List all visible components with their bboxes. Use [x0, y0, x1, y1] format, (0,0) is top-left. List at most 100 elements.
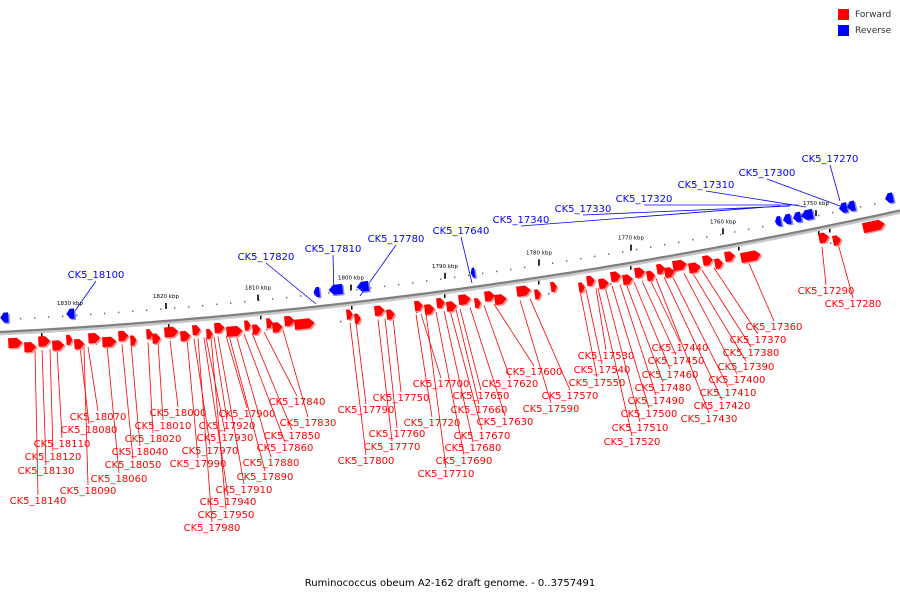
- gene-arrow-body: [66, 308, 75, 319]
- scale-tick-label: 1810 kbp: [245, 286, 271, 292]
- guide-dot: [370, 287, 372, 289]
- scale-tick-label: 1760 kbp: [710, 219, 736, 225]
- guide-dot: [610, 283, 612, 285]
- forward-gene-label: CK5_18080: [61, 425, 118, 436]
- leader-line: [705, 190, 807, 208]
- guide-dot: [548, 293, 550, 295]
- gene-arrow-body: [714, 258, 723, 270]
- guide-dot: [748, 228, 750, 231]
- forward-gene-arrow: [714, 258, 725, 271]
- leader-line: [56, 348, 63, 439]
- gene-arrow-body: [74, 339, 85, 350]
- leader-line: [597, 287, 633, 437]
- forward-gene-label: CK5_17800: [338, 456, 395, 467]
- leader-line: [435, 311, 465, 456]
- guide-dot: [62, 315, 64, 317]
- forward-gene-arrow: [206, 328, 215, 341]
- leader-line: [384, 318, 398, 429]
- forward-gene-arrow: [484, 290, 497, 303]
- guide-dot: [340, 320, 342, 323]
- guide-dot: [426, 280, 428, 282]
- gene-arrow-body: [164, 326, 179, 338]
- guide-dot: [622, 251, 624, 253]
- leader-line: [106, 345, 120, 474]
- reverse-gene-arrow: [328, 283, 345, 297]
- guide-dot: [482, 272, 484, 275]
- forward-gene-arrow: [152, 333, 162, 346]
- guide-dot: [146, 309, 148, 312]
- scale-tick-label: 1750 kbp: [803, 201, 829, 207]
- guide-dot: [510, 268, 512, 271]
- forward-gene-label: CK5_17900: [219, 409, 276, 420]
- forward-gene-arrow: [24, 342, 38, 354]
- gene-arrow-body: [634, 267, 645, 279]
- guide-dot: [734, 231, 736, 233]
- forward-gene-arrow: [586, 275, 597, 288]
- leader-line: [585, 289, 603, 365]
- gene-arrow-body: [586, 275, 595, 287]
- gene-arrow-body: [214, 322, 225, 334]
- feature-mark: [351, 305, 353, 310]
- guide-dot: [266, 328, 268, 331]
- feature-mark: [444, 293, 446, 298]
- backbone-line: [0, 209, 900, 334]
- genome-caption: Ruminococcus obeum A2-162 draft genome. …: [304, 578, 596, 589]
- gene-arrow-body: [724, 251, 735, 263]
- forward-gene-label: CK5_17530: [578, 351, 635, 362]
- leader-line: [186, 339, 199, 459]
- guide-dot: [384, 285, 386, 288]
- guide-dot: [272, 298, 274, 300]
- forward-gene-arrow: [702, 255, 715, 268]
- gene-arrow-body: [146, 329, 153, 340]
- forward-gene-arrow: [214, 322, 227, 335]
- guide-dot: [706, 236, 708, 238]
- guide-dot: [762, 225, 764, 228]
- forward-gene-label: CK5_17400: [709, 375, 766, 386]
- guide-dot: [244, 301, 246, 303]
- scale-tick-mark: [815, 210, 817, 217]
- leader-line: [701, 269, 752, 348]
- gene-arrow-body: [885, 192, 894, 204]
- guide-dot: [608, 253, 610, 255]
- forward-gene-label: CK5_17830: [280, 418, 337, 429]
- guide-dot: [830, 242, 832, 244]
- feature-mark: [41, 332, 43, 337]
- guide-dot: [230, 302, 232, 304]
- forward-gene-label: CK5_17370: [730, 335, 787, 346]
- leader-line: [349, 322, 367, 456]
- gene-arrow-body: [284, 315, 295, 327]
- gene-arrow-body: [774, 215, 782, 227]
- forward-gene-label: CK5_18120: [25, 452, 82, 463]
- genome-backbone: [0, 209, 900, 336]
- scale-tick-label: 1800 kbp: [338, 276, 364, 282]
- guide-dot: [104, 312, 106, 315]
- gene-arrow-body: [414, 300, 423, 312]
- leader-line: [49, 349, 54, 452]
- leader-line: [217, 336, 245, 485]
- forward-gene-arrow: [424, 304, 437, 317]
- leader-line: [265, 262, 317, 305]
- gene-arrow-body: [180, 330, 191, 342]
- forward-gene-label: CK5_18070: [70, 412, 127, 423]
- forward-gene-label: CK5_18130: [18, 466, 75, 477]
- reverse-gene-arrow: [800, 208, 816, 222]
- forward-gene-label: CK5_17630: [477, 417, 534, 428]
- gene-arrow-body: [446, 301, 457, 312]
- backbone-shadow: [0, 210, 900, 336]
- gene-arrow-body: [424, 304, 435, 315]
- feature-mark: [168, 323, 170, 328]
- gene-arrow-body: [598, 278, 609, 290]
- leader-line: [713, 267, 759, 335]
- gene-arrow-body: [740, 250, 761, 264]
- guide-dot: [832, 211, 834, 214]
- gene-arrow-body: [192, 325, 201, 336]
- guide-dot: [34, 317, 36, 319]
- leader-line: [169, 340, 179, 408]
- leader-line: [282, 329, 309, 418]
- forward-gene-arrow: [656, 263, 667, 276]
- leader-line: [493, 303, 535, 367]
- leader-line: [619, 284, 657, 396]
- gene-arrow-body: [374, 305, 385, 317]
- guide-dot: [580, 258, 582, 260]
- gene-arrows: [0, 192, 896, 354]
